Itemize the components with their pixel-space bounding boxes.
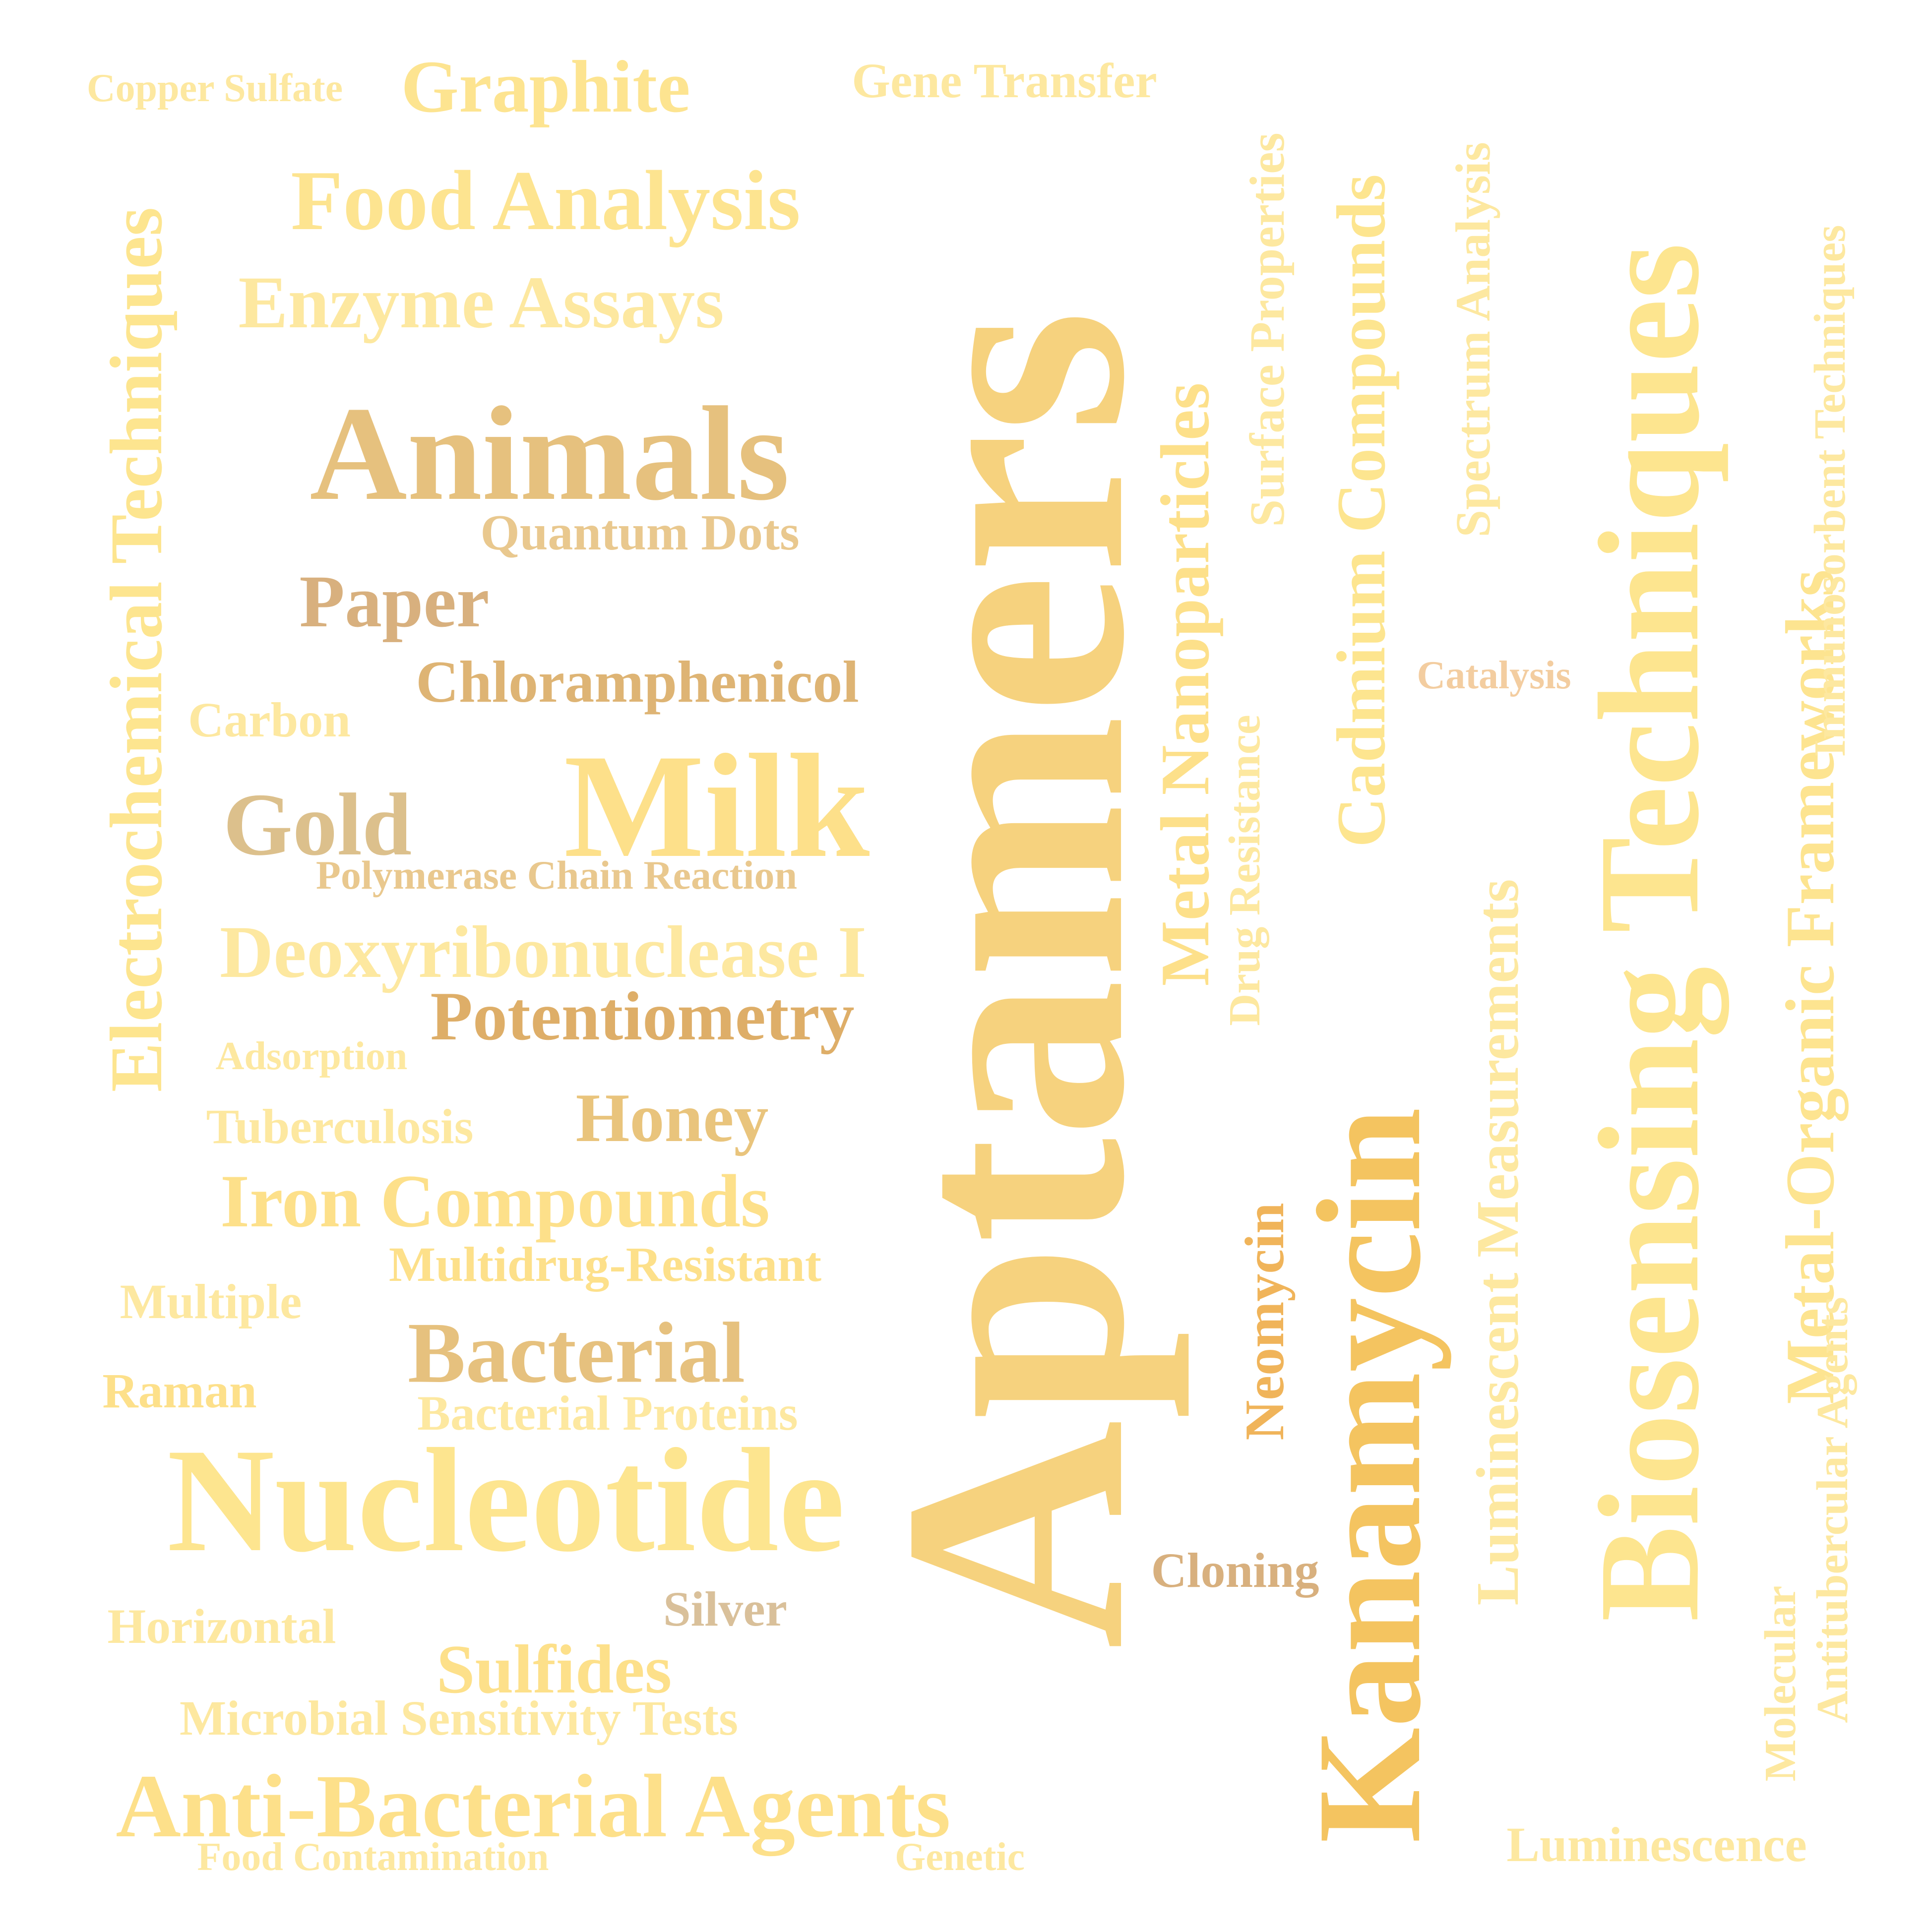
word-surface-properties: Surface Properties: [1240, 132, 1295, 527]
word-raman: Raman: [102, 1363, 257, 1418]
word-gold: Gold: [223, 775, 412, 874]
word-nucleotide: Nucleotide: [167, 1418, 845, 1582]
word-adsorption: Adsorption: [215, 1034, 408, 1078]
word-potentiometry: Potentiometry: [430, 978, 855, 1055]
word-sulfides: Sulfides: [436, 1631, 672, 1708]
word-polymerase-chain-reaction: Polymerase Chain Reaction: [315, 852, 798, 898]
word-metal-nanoparticles: Metal Nanoparticles: [1147, 382, 1224, 986]
word-food-analysis: Food Analysis: [291, 154, 801, 248]
word-enzyme-assays: Enzyme Assays: [238, 261, 724, 344]
word-carbon: Carbon: [188, 692, 351, 747]
word-food-contamination: Food Contamination: [197, 1835, 549, 1879]
word-cloning: Cloning: [1151, 1543, 1319, 1598]
word-immunosorbent-techniques: Immunosorbent Techniques: [1806, 225, 1855, 757]
word-tuberculosis: Tuberculosis: [206, 1099, 474, 1154]
word-biosensing-techniques: Biosensing Techniques: [1569, 242, 1729, 1622]
word-catalysis: Catalysis: [1417, 654, 1571, 697]
word-anti-bacterial-agents: Anti-Bacterial Agents: [116, 1756, 951, 1856]
word-iron-compounds: Iron Compounds: [220, 1159, 770, 1243]
word-quantum-dots: Quantum Dots: [480, 505, 800, 561]
word-multidrug-resistant: Multidrug-Resistant: [388, 1237, 822, 1292]
word-genetic: Genetic: [894, 1835, 1025, 1879]
word-microbial-sensitivity-tests: Microbial Sensitivity Tests: [179, 1690, 739, 1746]
word-graphite: Graphite: [401, 46, 690, 128]
word-paper: Paper: [299, 560, 490, 643]
word-drug-resistance: Drug Resistance: [1220, 715, 1269, 1026]
word-horizontal: Horizontal: [107, 1599, 336, 1654]
word-neomycin: Neomycin: [1234, 1203, 1296, 1441]
word-antitubercular-agents: Antitubercular Agents: [1808, 1297, 1857, 1723]
word-copper-sulfate: Copper Sulfate: [86, 66, 343, 110]
word-deoxyribonuclease-i: Deoxyribonuclease I: [219, 911, 867, 993]
word-silver: Silver: [663, 1581, 787, 1636]
word-luminescence: Luminescence: [1506, 1817, 1807, 1872]
word-gene-transfer: Gene Transfer: [852, 53, 1157, 108]
word-bacterial-proteins: Bacterial Proteins: [417, 1386, 798, 1441]
word-bacterial: Bacterial: [407, 1304, 746, 1401]
word-spectrum-analysis: Spectrum Analysis: [1445, 142, 1500, 538]
word-molecular: Molecular: [1756, 1585, 1805, 1782]
word-multiple: Multiple: [120, 1274, 302, 1329]
word-chloramphenicol: Chloramphenicol: [416, 649, 859, 715]
word-milk: Milk: [563, 724, 870, 888]
word-electrochemical-techniques: Electrochemical Techniques: [95, 207, 178, 1092]
word-honey: Honey: [575, 1080, 769, 1156]
word-kanamycin: Kanamycin: [1287, 1107, 1451, 1843]
word-aptamers: Aptamers: [839, 309, 1190, 1649]
word-luminescent-measurements: Luminescent Measurements: [1464, 879, 1531, 1606]
word-animals: Animals: [310, 379, 790, 528]
word-cadmium-compounds: Cadmium Compounds: [1323, 174, 1400, 847]
